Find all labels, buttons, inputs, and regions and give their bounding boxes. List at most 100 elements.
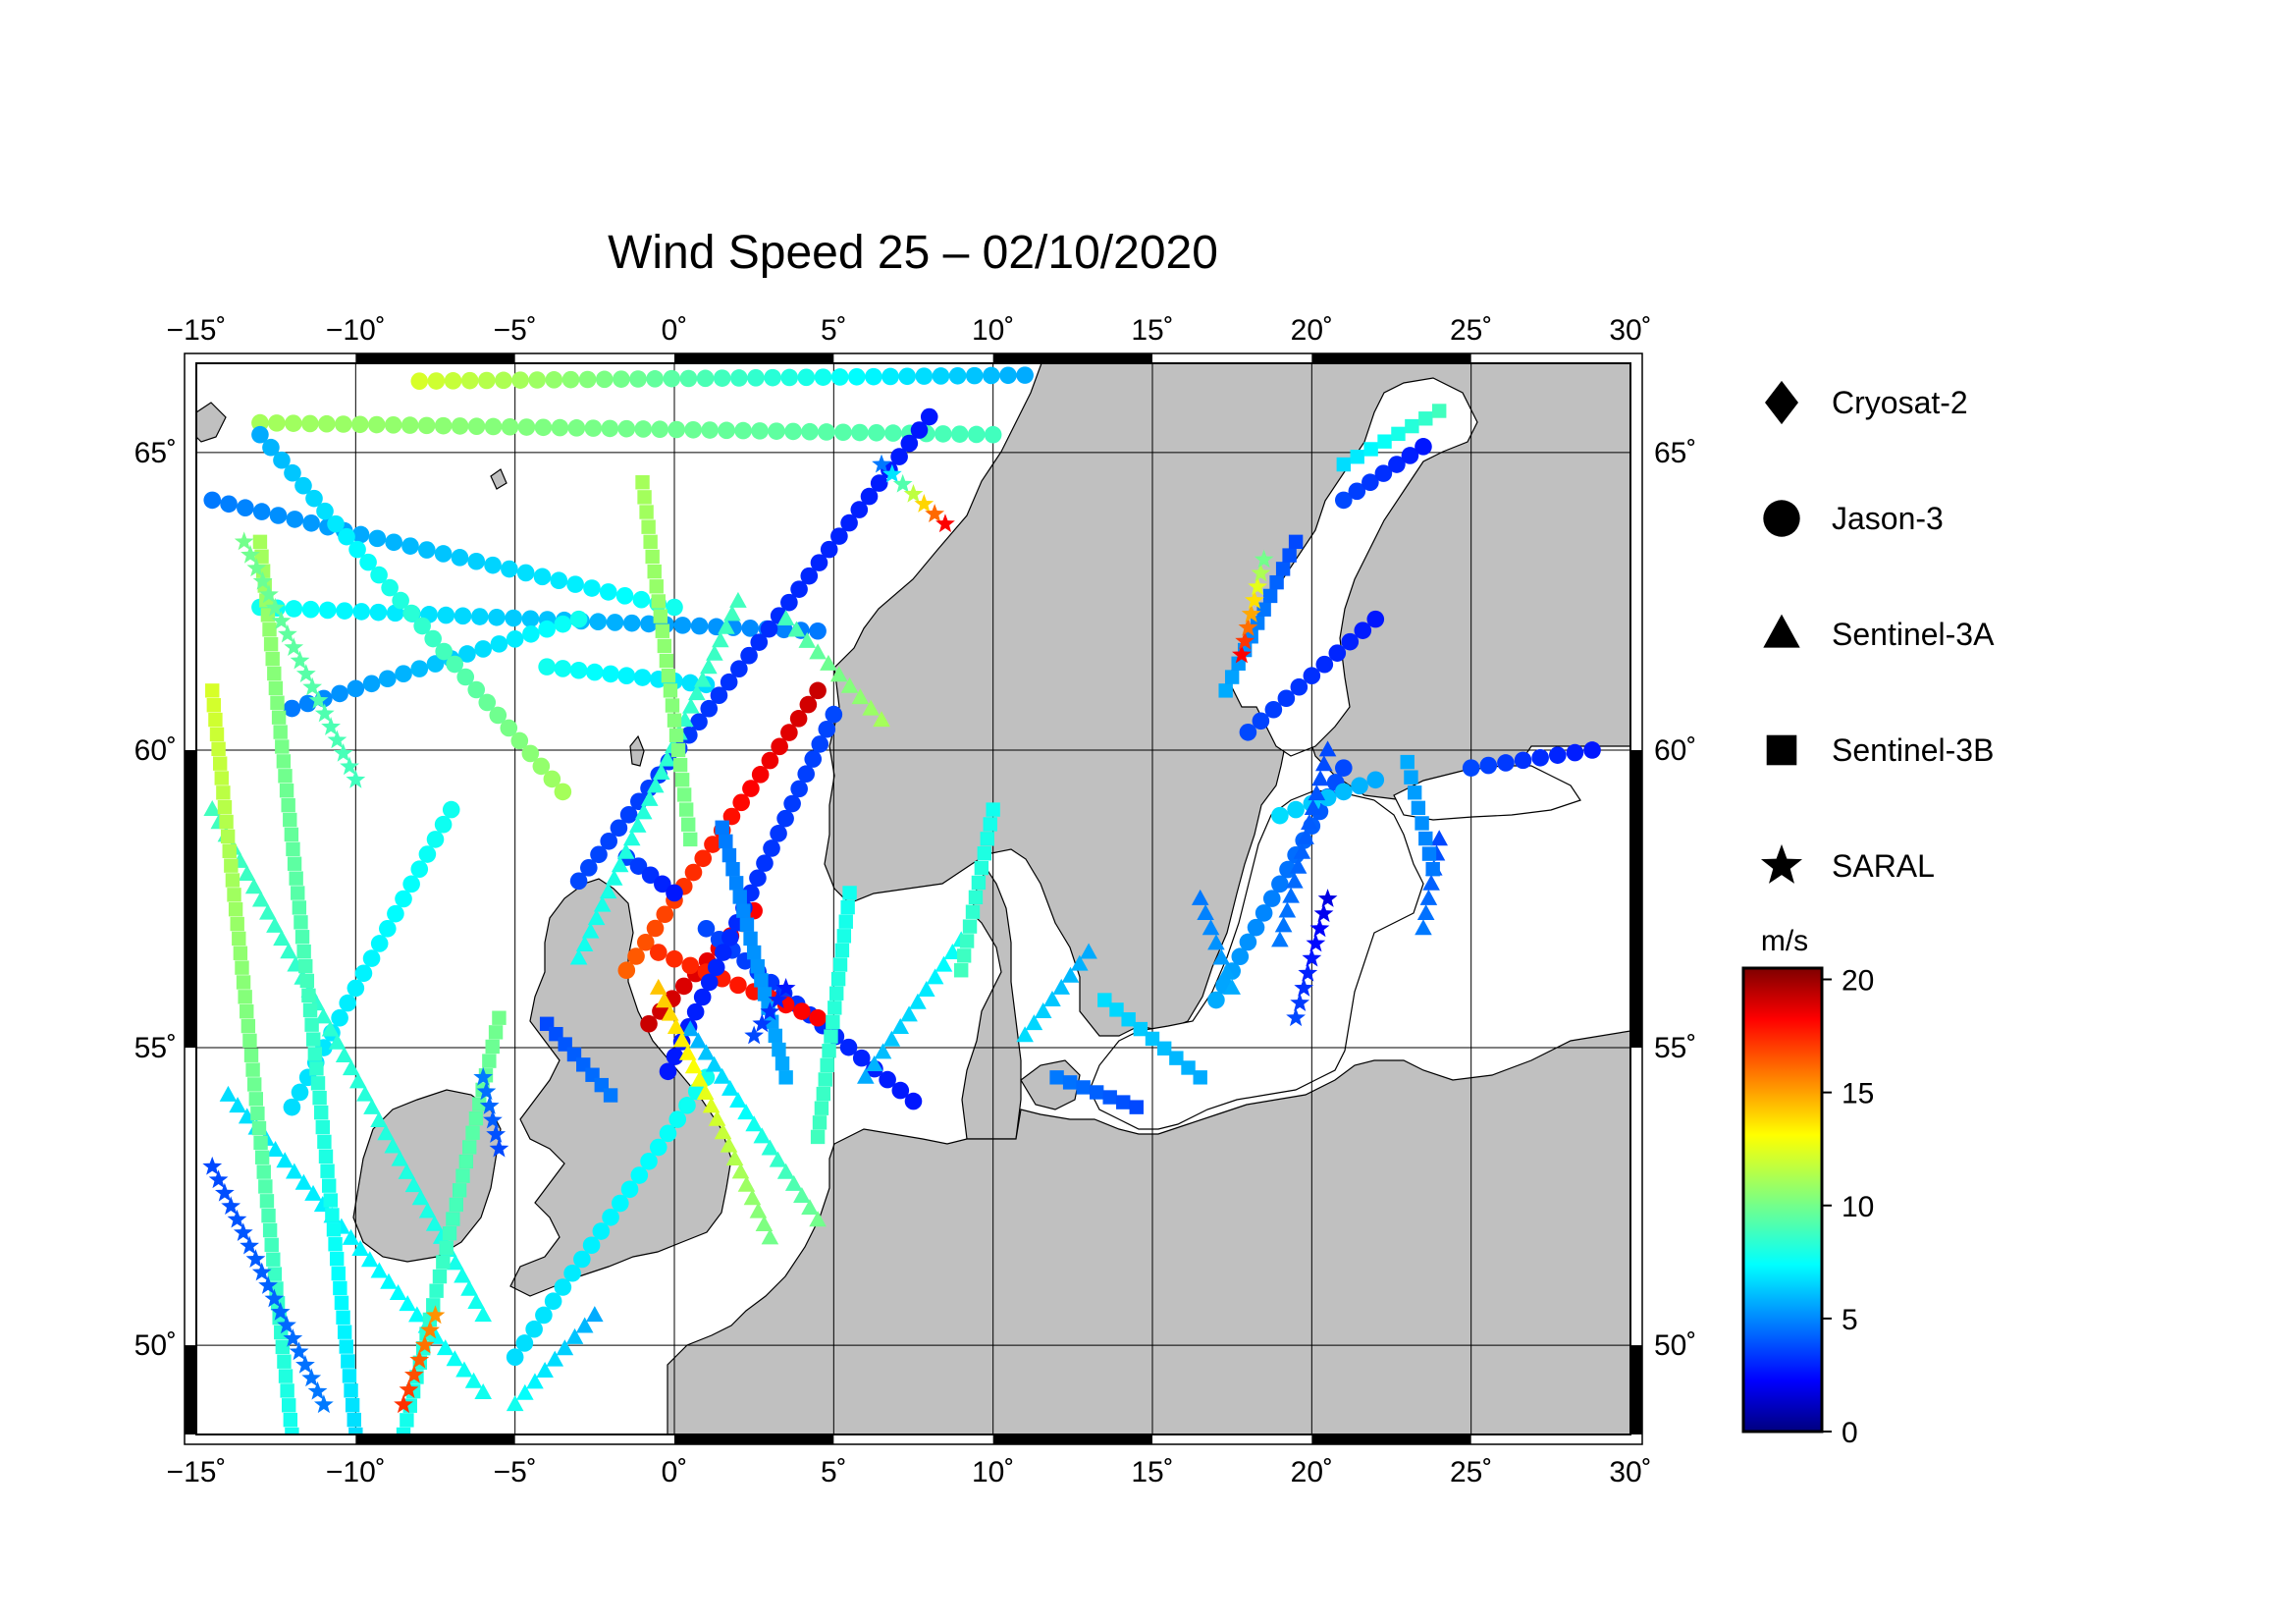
track-point (925, 504, 945, 522)
track-point (643, 534, 658, 550)
track-point (295, 1354, 315, 1374)
lat-tick-label: 65˚ (134, 437, 177, 469)
track-point (708, 1109, 726, 1126)
track-point (352, 603, 371, 621)
track-point (289, 871, 303, 886)
track-point (668, 728, 684, 743)
track-point (1411, 800, 1426, 816)
track-point (425, 1305, 446, 1325)
track-point (1191, 889, 1209, 905)
track-point (323, 1193, 338, 1208)
lat-tick-label: 55˚ (1654, 1032, 1696, 1064)
track-point (227, 1209, 247, 1228)
track-point (1049, 1070, 1064, 1085)
track-point (622, 830, 641, 846)
track-point (253, 1135, 268, 1151)
track-point (277, 623, 297, 643)
track-point (1404, 770, 1418, 784)
track-point (1239, 723, 1257, 741)
track-point (1290, 993, 1310, 1011)
track-point (797, 368, 816, 387)
satellite-tracks (202, 366, 1601, 1434)
track-point (350, 415, 369, 434)
lat-tick-labels-right: 50˚ 55˚ 60˚ 65˚ (1654, 437, 1696, 1362)
track-sentinel-3b (1049, 1070, 1144, 1114)
land-iceland (196, 402, 227, 443)
track-point (1514, 751, 1532, 770)
track-point (240, 1003, 254, 1019)
track-point (360, 1251, 379, 1268)
track-point (719, 834, 733, 849)
track-point (490, 635, 508, 653)
track-point (328, 1237, 343, 1252)
track-point (1043, 990, 1061, 1006)
track-point (535, 1306, 553, 1325)
track-jason-3 (1239, 610, 1385, 741)
track-point (683, 832, 698, 847)
track-point (1129, 1100, 1144, 1114)
track-point (649, 978, 667, 995)
track-point (1271, 875, 1289, 893)
colorbar-tick-label: 5 (1842, 1304, 1858, 1336)
track-point (1348, 482, 1366, 501)
track-point (1418, 831, 1433, 846)
track-point (1076, 1080, 1091, 1095)
track-point (666, 884, 683, 902)
track-point (264, 1237, 279, 1253)
track-point (387, 904, 404, 923)
lon-tick-label: 30˚ (1609, 1456, 1651, 1488)
track-point (1341, 632, 1360, 651)
track-point (1351, 777, 1368, 795)
track-point (721, 1079, 739, 1096)
track-point (442, 1225, 457, 1241)
track-point (342, 1059, 360, 1076)
track-point (965, 904, 981, 919)
track-point (465, 1125, 480, 1140)
track-point (934, 425, 952, 443)
track-point (479, 1096, 500, 1114)
track-point (319, 601, 337, 620)
track-point (730, 369, 748, 387)
track-point (301, 600, 320, 619)
track-point (932, 367, 950, 385)
track-point (351, 525, 370, 544)
track-point (327, 730, 347, 749)
track-point (236, 975, 251, 990)
track-point (736, 903, 751, 918)
track-point (302, 1002, 318, 1017)
track-point (768, 990, 788, 1008)
track-point (710, 686, 728, 705)
track-point (816, 1086, 831, 1102)
track-point (1201, 919, 1220, 936)
track-point (336, 1310, 350, 1325)
track-point (1248, 576, 1268, 596)
track-point (247, 1077, 262, 1092)
track-point (1282, 548, 1297, 563)
track-point (451, 549, 469, 567)
track-point (811, 735, 829, 753)
track-point (321, 717, 341, 735)
track-point (286, 511, 304, 528)
track-point (850, 501, 869, 518)
track-point (1400, 754, 1415, 770)
track-point (252, 570, 273, 590)
track-sentinel-3a (1191, 889, 1241, 995)
track-point (219, 1085, 238, 1102)
track-jason-3 (410, 366, 1034, 390)
track-point (342, 1228, 360, 1245)
track-point (473, 1066, 494, 1086)
track-point (697, 920, 716, 938)
track-point (1133, 1021, 1148, 1037)
track-point (484, 417, 503, 436)
lat-tick-label: 60˚ (1654, 734, 1696, 767)
track-point (1231, 947, 1250, 966)
track-point (628, 816, 647, 833)
track-point (696, 369, 715, 388)
track-point (1231, 656, 1246, 672)
lon-tick-label: 10˚ (972, 1456, 1014, 1488)
track-point (665, 698, 680, 713)
track-point (351, 1240, 369, 1257)
frame-bar-right (1630, 749, 1642, 1049)
track-point (377, 1124, 395, 1141)
track-point (533, 568, 552, 586)
